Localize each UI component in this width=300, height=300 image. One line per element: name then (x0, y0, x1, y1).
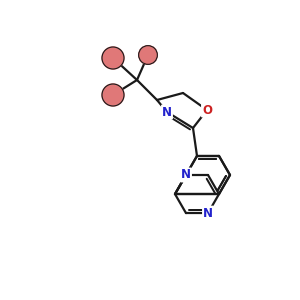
Text: O: O (202, 103, 212, 116)
Circle shape (102, 47, 124, 69)
Text: N: N (203, 207, 213, 220)
Circle shape (102, 84, 124, 106)
Text: N: N (181, 169, 191, 182)
Text: N: N (162, 106, 172, 118)
Circle shape (139, 46, 158, 64)
